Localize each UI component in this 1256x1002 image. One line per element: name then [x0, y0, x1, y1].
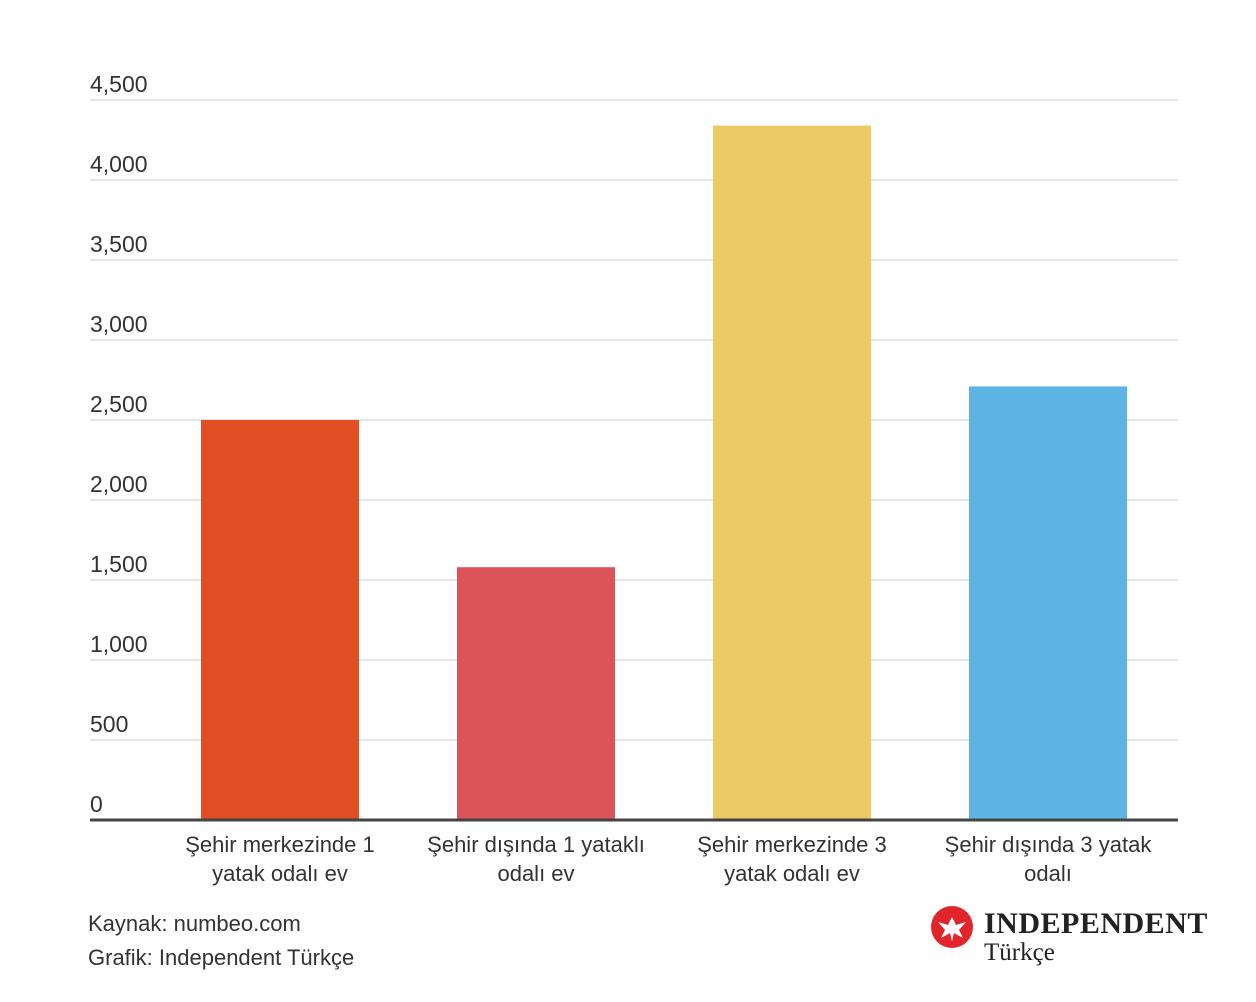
x-tick-label: Şehir dışında 3 yatak: [945, 832, 1153, 857]
source-note: Kaynak: numbeo.com: [88, 911, 301, 936]
bar: [713, 125, 871, 821]
y-tick-label: 500: [90, 711, 128, 737]
y-tick-label: 1,000: [90, 631, 148, 657]
y-tick-label: 2,000: [90, 471, 148, 497]
bars: [201, 125, 1127, 821]
logo-subtitle: Türkçe: [984, 939, 1055, 966]
x-tick-label: yatak odalı ev: [212, 861, 348, 886]
y-tick-label: 2,500: [90, 391, 148, 417]
bar: [457, 567, 615, 820]
bar-chart: 0 500 1,000 1,500 2,000 2,500 3,000 3,500 4,000 4…: [90, 71, 1178, 886]
x-axis-ticks: Şehir merkezinde 1 yatak odalı ev Şehir dı…: [185, 832, 1152, 886]
y-tick-label: 4,500: [90, 71, 148, 97]
bar: [969, 386, 1127, 820]
y-axis-ticks: 0 500 1,000 1,500 2,000 2,500 3,000 3,500 4,000 4…: [90, 71, 148, 817]
x-tick-label: Şehir dışında 1 yataklı: [427, 832, 645, 857]
independent-logo: INDEPENDENT Türkçe: [930, 903, 1220, 973]
y-tick-label: 4,000: [90, 151, 148, 177]
x-tick-label: odalı: [1024, 861, 1072, 886]
credit-note: Grafik: Independent Türkçe: [88, 945, 355, 970]
x-tick-label: Şehir merkezinde 1: [185, 832, 375, 857]
x-tick-label: Şehir merkezinde 3: [697, 832, 887, 857]
x-tick-label: yatak odalı ev: [724, 861, 860, 886]
y-tick-label: 0: [90, 791, 103, 817]
x-tick-label: odalı ev: [497, 861, 574, 886]
y-tick-label: 1,500: [90, 551, 148, 577]
eagle-icon: [931, 906, 973, 948]
logo-wordmark: INDEPENDENT: [984, 907, 1208, 940]
y-tick-label: 3,000: [90, 311, 148, 337]
y-tick-label: 3,500: [90, 231, 148, 257]
bar: [201, 420, 359, 820]
